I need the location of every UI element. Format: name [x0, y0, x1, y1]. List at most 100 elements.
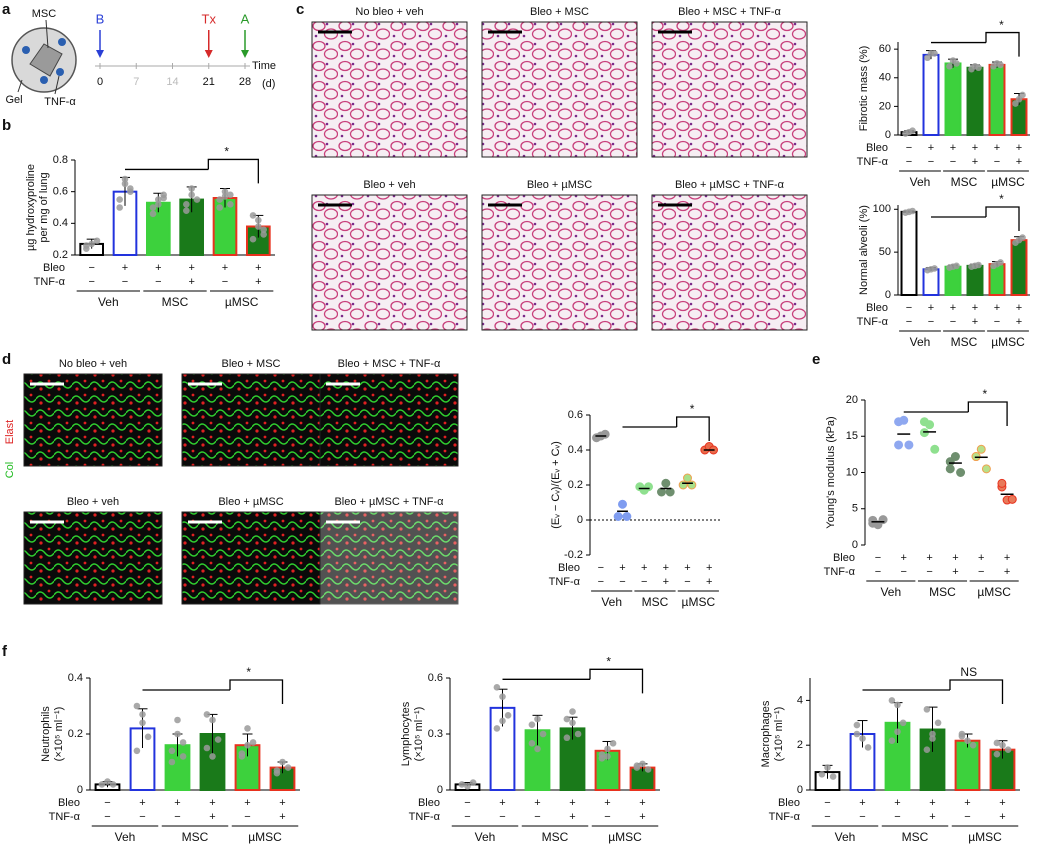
schematic-label: TNF-α	[44, 96, 76, 108]
data-point	[214, 736, 222, 743]
row-mark: +	[639, 797, 645, 809]
row-mark: +	[569, 811, 575, 823]
row-mark: −	[928, 316, 934, 328]
data-point	[279, 758, 286, 766]
y-axis-label: Young's modulus (kPa)	[825, 416, 837, 528]
data-point	[818, 771, 826, 778]
data-point	[981, 464, 991, 474]
pointer	[45, 19, 49, 49]
data-point	[975, 64, 982, 72]
timeline-tick-label: 14	[166, 76, 178, 88]
row-mark: −	[155, 276, 161, 288]
group-label: µMSC	[682, 595, 716, 609]
row-label: TNF-α	[824, 566, 856, 578]
data-point	[1007, 494, 1017, 504]
data-point	[894, 701, 901, 709]
data-point	[98, 781, 106, 788]
y-axis-unit: per mg of lung	[38, 172, 50, 242]
row-mark: +	[122, 262, 128, 274]
row-mark: +	[663, 576, 669, 588]
bracket	[985, 206, 1020, 231]
data-point	[244, 741, 251, 749]
row-label: TNF-α	[769, 811, 801, 823]
row-mark: +	[950, 142, 956, 154]
micrograph-title: Bleo + MSC + TNF-α	[678, 6, 781, 18]
row-mark: +	[188, 276, 194, 288]
data-point	[227, 201, 234, 208]
row-mark: +	[222, 262, 228, 274]
micrograph	[481, 194, 638, 331]
panel-label: f	[2, 643, 8, 660]
data-point	[179, 739, 187, 746]
data-point	[1019, 234, 1026, 241]
data-point	[1019, 91, 1026, 99]
timeline-axis-label: Time	[252, 60, 276, 72]
row-mark: +	[1016, 156, 1022, 168]
bar	[922, 268, 940, 296]
data-point	[127, 188, 134, 195]
data-point	[964, 737, 971, 745]
micrograph-title: Bleo + µMSC	[527, 179, 592, 191]
group-label: µMSC	[248, 830, 282, 844]
micrograph	[651, 21, 808, 158]
data-point	[534, 715, 541, 723]
bar	[944, 62, 962, 136]
event-label: Tx	[202, 11, 217, 26]
timeline-tick-label: 28	[239, 76, 251, 88]
data-point	[829, 773, 837, 780]
data-point	[618, 499, 627, 509]
data-point	[255, 223, 262, 230]
micrograph	[181, 373, 321, 467]
row-mark: −	[174, 811, 180, 823]
data-point	[997, 478, 1007, 488]
y-tick-label: 0.2	[68, 728, 83, 740]
row-mark: +	[619, 562, 625, 574]
group-label: Veh	[475, 830, 496, 844]
timeline-unit: (d)	[262, 78, 275, 90]
data-point	[121, 180, 129, 188]
row-mark: +	[534, 797, 540, 809]
row-mark: −	[906, 302, 912, 314]
row-mark: −	[122, 276, 128, 288]
data-point	[931, 265, 938, 272]
row-mark: −	[104, 811, 110, 823]
data-point	[953, 60, 960, 67]
significance: *	[999, 18, 1004, 32]
data-point	[209, 753, 216, 760]
row-mark: +	[978, 552, 984, 564]
row-mark: +	[255, 276, 261, 288]
row-mark: −	[464, 811, 470, 823]
data-point	[639, 760, 646, 768]
data-point	[499, 693, 506, 700]
micrograph	[23, 373, 163, 467]
row-mark: −	[641, 576, 647, 588]
row-mark: −	[598, 562, 604, 574]
row-mark: −	[824, 811, 830, 823]
y-axis-unit: (×10⁵ ml⁻¹)	[773, 707, 785, 762]
row-mark: −	[906, 156, 912, 168]
data-point	[188, 191, 195, 199]
data-point	[574, 730, 582, 738]
y-tick-label: 0.4	[68, 672, 83, 684]
event-arrowhead	[241, 50, 249, 58]
y-axis-label: Lymphocytes	[400, 701, 412, 766]
data-point	[109, 781, 117, 788]
data-point	[116, 196, 123, 203]
significance: *	[246, 665, 251, 679]
row-mark: +	[972, 156, 978, 168]
data-point	[260, 226, 267, 233]
row-mark: −	[824, 797, 830, 809]
row-mark: +	[894, 797, 900, 809]
row-mark: −	[928, 156, 934, 168]
row-mark: −	[950, 316, 956, 328]
group-label: MSC	[951, 175, 978, 189]
y-tick-label: 0.2	[53, 249, 68, 261]
data-point	[923, 746, 931, 753]
row-mark: −	[901, 566, 907, 578]
data-point	[493, 684, 501, 691]
tnf-dot	[22, 46, 30, 54]
row-mark: +	[706, 562, 712, 574]
y-axis-unit: (×10⁵ ml⁻¹)	[413, 707, 425, 762]
y-tick-label: 0	[852, 539, 858, 551]
group-label: µMSC	[977, 585, 1011, 599]
